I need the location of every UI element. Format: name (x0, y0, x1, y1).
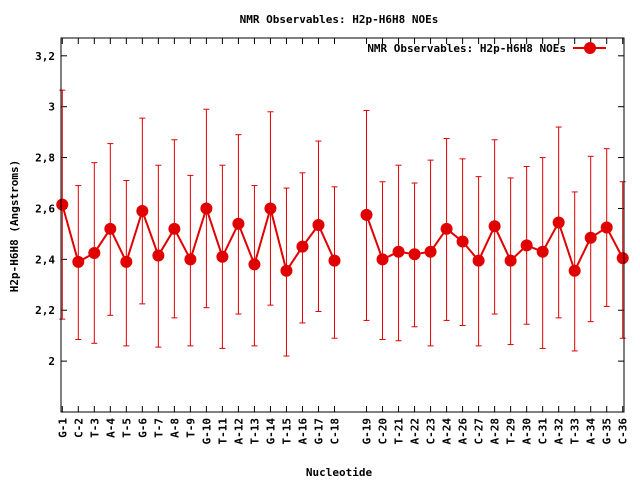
y-tick-label: 2,8 (35, 152, 55, 165)
plot-area: 22,22,42,62,833,2G-1 C-2 T-3 A-4 T-5 G-6 T-7 A-… (35, 38, 630, 445)
data-point (584, 231, 597, 244)
data-point (168, 222, 181, 235)
data-point (56, 198, 69, 211)
y-tick-label: 2,6 (35, 202, 55, 215)
data-point (104, 222, 117, 235)
x-tick-label: T-3 (88, 418, 101, 438)
x-tick-label: T-21 (393, 418, 406, 445)
x-tick-label: C-18 (328, 418, 341, 445)
data-point (264, 202, 277, 215)
data-point (600, 221, 613, 234)
data-point (328, 254, 341, 267)
y-tick-label: 3,2 (35, 50, 55, 63)
data-point (504, 254, 517, 267)
data-point (472, 254, 485, 267)
data-point (616, 252, 629, 265)
x-tick-label: T-7 (152, 418, 165, 438)
data-point (360, 208, 373, 221)
x-tick-label: T-15 (280, 418, 293, 445)
x-axis-label: Nucleotide (306, 466, 373, 479)
data-point (520, 239, 533, 252)
x-tick-label: C-20 (377, 418, 390, 445)
x-tick-label: A-24 (441, 418, 454, 445)
x-tick-label: A-26 (457, 418, 470, 445)
y-tick-label: 2 (48, 355, 55, 368)
x-tick-label: C-27 (473, 418, 486, 445)
x-tick-label: A-16 (296, 418, 309, 445)
x-tick-label: A-30 (521, 418, 534, 445)
x-tick-label: G-35 (601, 418, 614, 445)
legend: NMR Observables: H2p-H6H8 NOEs (367, 42, 606, 55)
data-point (536, 245, 549, 258)
x-tick-label: C-23 (425, 418, 438, 445)
legend-label: NMR Observables: H2p-H6H8 NOEs (367, 42, 566, 55)
x-tick-label: T-13 (248, 418, 261, 445)
data-point (408, 248, 421, 261)
y-tick-label: 3 (48, 101, 55, 114)
x-tick-label: A-34 (585, 418, 598, 445)
data-point (488, 220, 501, 233)
x-tick-label: A-32 (553, 418, 566, 445)
data-point (280, 264, 293, 277)
x-tick-label: T-5 (120, 418, 133, 438)
data-point (200, 202, 213, 215)
x-tick-label: G-6 (136, 418, 149, 438)
data-point (552, 216, 565, 229)
x-tick-label: G-19 (361, 418, 374, 445)
x-tick-label: A-28 (489, 418, 502, 445)
data-point (456, 235, 469, 248)
x-tick-label: G-10 (200, 418, 213, 445)
x-tick-label: T-11 (216, 418, 229, 445)
x-tick-label: A-8 (168, 418, 181, 438)
x-tick-label: A-22 (409, 418, 422, 445)
x-tick-label: A-4 (104, 418, 117, 438)
data-point (216, 250, 229, 263)
x-tick-label: G-17 (312, 418, 325, 445)
x-tick-label: T-33 (569, 418, 582, 445)
data-point (120, 255, 133, 268)
y-tick-label: 2,2 (35, 304, 55, 317)
x-tick-label: C-2 (72, 418, 85, 438)
data-point (136, 205, 149, 218)
data-point (184, 253, 197, 266)
x-tick-label: G-14 (264, 418, 277, 445)
data-point (312, 219, 325, 231)
data-point (248, 258, 261, 271)
data-point (152, 249, 165, 262)
data-point (232, 217, 245, 230)
legend-marker (584, 42, 596, 54)
chart-title: NMR Observables: H2p-H6H8 NOEs (240, 13, 439, 26)
data-point (440, 222, 453, 235)
data-point (88, 246, 101, 259)
x-tick-label: T-9 (184, 418, 197, 438)
y-axis-label: H2p-H6H8 (Angstroms) (8, 160, 21, 292)
x-tick-label: C-31 (537, 418, 550, 445)
data-point (424, 245, 437, 258)
data-point (568, 264, 581, 277)
x-tick-label: G-1 (56, 418, 69, 438)
x-tick-label: C-36 (617, 418, 630, 445)
data-point (392, 245, 405, 258)
data-point (296, 240, 309, 253)
data-point (376, 253, 389, 266)
series-line (61, 204, 336, 274)
x-tick-label: A-12 (232, 418, 245, 445)
y-tick-label: 2,4 (35, 253, 55, 266)
x-tick-label: T-29 (505, 418, 518, 445)
plot-frame (60, 37, 625, 413)
data-point (72, 255, 85, 268)
